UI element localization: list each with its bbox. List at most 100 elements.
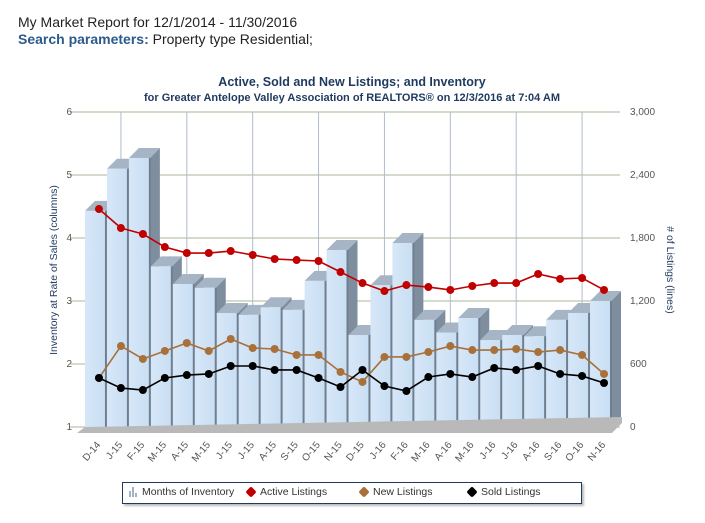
column-front bbox=[590, 301, 611, 427]
x-axis-tick-label: A-15 bbox=[169, 440, 191, 464]
x-axis-tick-label: M-15 bbox=[146, 440, 169, 465]
chart-subtitle: for Greater Antelope Valley Association … bbox=[144, 92, 560, 104]
left-axis-tick-label: 1 bbox=[66, 422, 72, 433]
data-point bbox=[556, 346, 565, 355]
column-chart-icon bbox=[129, 487, 137, 497]
column-top bbox=[216, 302, 248, 313]
data-point bbox=[380, 352, 389, 361]
x-axis-tick-label: A-16 bbox=[520, 440, 542, 464]
left-axis-tick-label: 4 bbox=[66, 233, 72, 244]
column-front bbox=[568, 312, 590, 427]
columns-group bbox=[77, 147, 622, 433]
left-axis-tick-label: 3 bbox=[66, 296, 72, 307]
x-axis-tick-label: N-15 bbox=[322, 440, 345, 464]
lines-group bbox=[94, 205, 609, 395]
column-top bbox=[502, 325, 534, 336]
data-point bbox=[468, 346, 477, 355]
column-top bbox=[194, 277, 226, 288]
report-title: My Market Report for 12/1/2014 - 11/30/2… bbox=[18, 14, 298, 30]
column-side bbox=[611, 291, 621, 427]
right-axis-tick-label: 1,800 bbox=[630, 233, 655, 244]
data-point bbox=[116, 384, 125, 393]
data-point bbox=[292, 350, 301, 359]
data-point bbox=[292, 256, 301, 265]
column-top bbox=[150, 256, 182, 267]
data-point bbox=[138, 354, 147, 363]
data-point bbox=[292, 365, 301, 374]
x-axis-tick-label: M-15 bbox=[190, 440, 213, 465]
column-front bbox=[524, 336, 546, 427]
column-front bbox=[238, 314, 260, 427]
x-axis-tick-label: O-16 bbox=[564, 440, 587, 464]
data-point bbox=[138, 230, 147, 239]
data-point bbox=[336, 268, 345, 277]
data-point bbox=[138, 386, 147, 395]
column-front bbox=[480, 340, 502, 427]
column-top bbox=[326, 239, 358, 250]
x-axis-tick-label: J-16 bbox=[500, 440, 521, 462]
data-point bbox=[226, 335, 235, 344]
legend-item-sold-listings[interactable]: Sold Listings bbox=[466, 486, 541, 498]
data-point bbox=[226, 247, 235, 256]
left-axis-tick-label: 5 bbox=[66, 170, 72, 181]
data-point bbox=[314, 373, 323, 382]
data-point bbox=[270, 344, 279, 353]
left-axis: 1 2 3 4 5 6 bbox=[66, 107, 72, 433]
chart-legend: Months of Inventory Active Listings New … bbox=[122, 482, 582, 504]
x-axis-tick-label: S-16 bbox=[542, 440, 564, 464]
data-point bbox=[182, 371, 191, 380]
search-parameters: Search parameters: Property type Residen… bbox=[18, 31, 313, 48]
column-front bbox=[85, 210, 106, 427]
data-point bbox=[204, 346, 213, 355]
data-point bbox=[600, 379, 609, 388]
left-axis-tick-label: 6 bbox=[66, 107, 72, 118]
data-point bbox=[380, 382, 389, 391]
legend-item-new-listings[interactable]: New Listings bbox=[358, 486, 433, 498]
column-top bbox=[458, 308, 490, 319]
data-point bbox=[204, 369, 213, 378]
data-point bbox=[204, 249, 213, 258]
x-axis-tick-label: J-15 bbox=[236, 440, 257, 462]
data-point bbox=[248, 361, 257, 370]
data-point bbox=[160, 346, 169, 355]
right-axis-tick-label: 1,200 bbox=[630, 296, 655, 307]
data-point bbox=[578, 350, 587, 359]
data-point bbox=[270, 365, 279, 374]
left-axis-label: Inventory at Rate of Sales (columns) bbox=[48, 185, 60, 355]
data-point bbox=[512, 344, 521, 353]
data-point bbox=[468, 281, 477, 290]
x-axis-tick-label: F-15 bbox=[126, 440, 148, 463]
legend-item-months-of-inventory[interactable]: Months of Inventory bbox=[129, 486, 234, 498]
column-top bbox=[414, 309, 446, 320]
data-point bbox=[358, 365, 367, 374]
data-point bbox=[556, 369, 565, 378]
data-point bbox=[490, 279, 499, 288]
search-parameters-value: Property type Residential; bbox=[152, 31, 313, 47]
red-marker-icon bbox=[245, 486, 257, 498]
data-point bbox=[182, 339, 191, 347]
column-front bbox=[106, 168, 128, 427]
x-axis-tick-label: M-16 bbox=[453, 440, 476, 465]
data-point bbox=[490, 363, 499, 372]
x-axis: D-14 J-15 F-15M-15 A-15M-15 J-15 J-15 A-15 S-15… bbox=[81, 440, 609, 465]
x-axis-tick-label: N-16 bbox=[586, 440, 609, 464]
column-front bbox=[502, 335, 524, 427]
column-front bbox=[436, 332, 458, 427]
column-front bbox=[172, 283, 194, 427]
x-axis-tick-label: F-16 bbox=[389, 440, 411, 463]
x-axis-tick-label: D-14 bbox=[81, 440, 104, 464]
data-point bbox=[556, 274, 565, 283]
data-point bbox=[116, 342, 125, 351]
data-point bbox=[336, 382, 345, 391]
legend-item-active-listings[interactable]: Active Listings bbox=[245, 486, 327, 498]
right-axis-tick-label: 0 bbox=[630, 422, 636, 433]
x-axis-tick-label: O-15 bbox=[300, 440, 323, 464]
column-front bbox=[326, 249, 348, 427]
x-axis-tick-label: S-15 bbox=[279, 440, 301, 464]
column-front bbox=[150, 266, 172, 427]
data-point bbox=[446, 285, 455, 294]
series-sold-listings bbox=[94, 361, 609, 395]
column-top bbox=[128, 147, 160, 158]
right-axis-tick-label: 600 bbox=[630, 359, 647, 370]
x-axis-tick-label: J-15 bbox=[104, 440, 125, 462]
